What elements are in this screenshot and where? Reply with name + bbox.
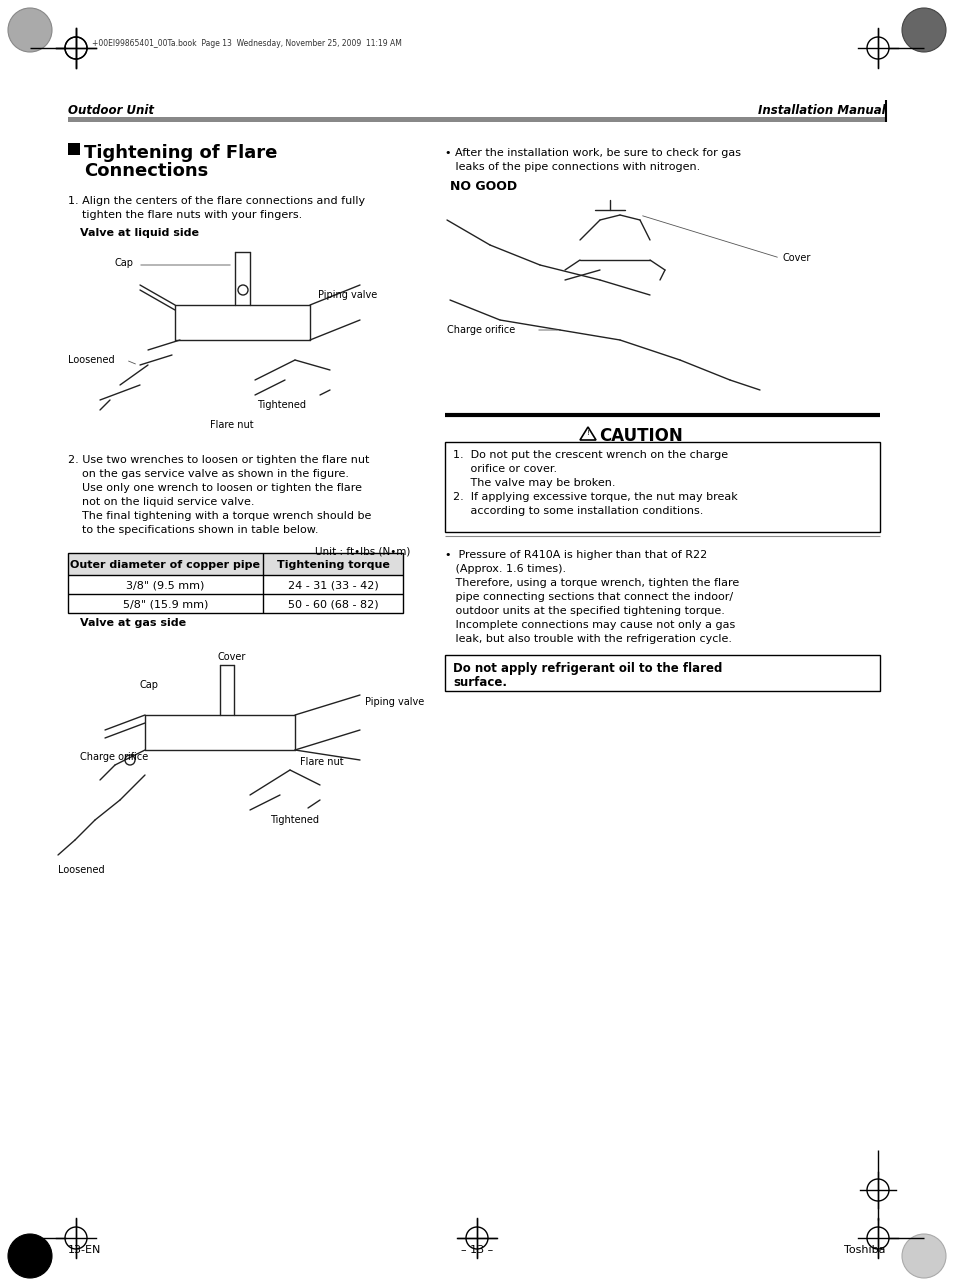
Bar [68, 553, 402, 613]
Text: • After the installation work, be sure to check for gas: • After the installation work, be sure t… [444, 148, 740, 158]
Text: leaks of the pipe connections with nitrogen.: leaks of the pipe connections with nitro… [444, 162, 700, 172]
Text: Piping valve: Piping valve [317, 291, 376, 300]
Text: 1. Align the centers of the flare connections and fully: 1. Align the centers of the flare connec… [68, 195, 365, 206]
Text: Charge orifice: Charge orifice [447, 325, 515, 334]
Text: 13-EN: 13-EN [68, 1245, 101, 1255]
Text: •  Pressure of R410A is higher than that of R22: • Pressure of R410A is higher than that … [444, 550, 706, 559]
Text: Outdoor Unit: Outdoor Unit [68, 103, 153, 117]
Text: Tightened: Tightened [256, 400, 306, 410]
Text: Toshiba: Toshiba [843, 1245, 885, 1255]
Text: Cover: Cover [782, 253, 810, 264]
Bar [444, 442, 879, 532]
Text: on the gas service valve as shown in the figure.: on the gas service valve as shown in the… [68, 469, 349, 478]
Bar [68, 553, 402, 575]
Bar [68, 117, 885, 122]
Text: orifice or cover.: orifice or cover. [453, 464, 557, 475]
Text: The final tightening with a torque wrench should be: The final tightening with a torque wrenc… [68, 511, 371, 521]
Text: Flare nut: Flare nut [299, 757, 343, 766]
Text: Therefore, using a torque wrench, tighten the flare: Therefore, using a torque wrench, tighte… [444, 577, 739, 588]
Circle shape [8, 8, 52, 51]
Text: NO GOOD: NO GOOD [450, 180, 517, 193]
Text: Cap: Cap [140, 680, 159, 691]
Text: 24 - 31 (33 - 42): 24 - 31 (33 - 42) [287, 580, 378, 590]
Text: 2.  If applying excessive torque, the nut may break: 2. If applying excessive torque, the nut… [453, 493, 737, 502]
Text: Tightened: Tightened [270, 815, 318, 826]
Text: Connections: Connections [84, 162, 208, 180]
Text: Installation Manual: Installation Manual [758, 103, 885, 117]
Circle shape [901, 1235, 945, 1278]
Text: – 13 –: – 13 – [460, 1245, 493, 1255]
Text: Loosened: Loosened [58, 865, 105, 874]
Text: The valve may be broken.: The valve may be broken. [453, 478, 615, 487]
Text: leak, but also trouble with the refrigeration cycle.: leak, but also trouble with the refriger… [444, 634, 731, 644]
Text: according to some installation conditions.: according to some installation condition… [453, 505, 702, 516]
Text: !: ! [586, 430, 589, 436]
Text: Cover: Cover [217, 652, 246, 662]
Text: Valve at gas side: Valve at gas side [80, 619, 186, 628]
Text: CAUTION: CAUTION [598, 427, 682, 445]
Text: Outer diameter of copper pipe: Outer diameter of copper pipe [71, 559, 260, 570]
Text: Piping valve: Piping valve [365, 697, 424, 707]
Text: 2. Use two wrenches to loosen or tighten the flare nut: 2. Use two wrenches to loosen or tighten… [68, 455, 369, 466]
Text: outdoor units at the specified tightening torque.: outdoor units at the specified tightenin… [444, 606, 724, 616]
Text: not on the liquid service valve.: not on the liquid service valve. [68, 496, 254, 507]
Text: Charge orifice: Charge orifice [80, 752, 148, 763]
Text: Do not apply refrigerant oil to the flared: Do not apply refrigerant oil to the flar… [453, 662, 721, 675]
Text: pipe connecting sections that connect the indoor/: pipe connecting sections that connect th… [444, 592, 732, 602]
Text: Tightening of Flare: Tightening of Flare [84, 144, 277, 162]
Circle shape [901, 8, 945, 51]
Text: +00EI99865401_00Ta.book  Page 13  Wednesday, November 25, 2009  11:19 AM: +00EI99865401_00Ta.book Page 13 Wednesda… [91, 40, 401, 49]
Text: 50 - 60 (68 - 82): 50 - 60 (68 - 82) [288, 599, 378, 610]
Text: 3/8" (9.5 mm): 3/8" (9.5 mm) [126, 580, 205, 590]
Text: tighten the flare nuts with your fingers.: tighten the flare nuts with your fingers… [68, 210, 302, 220]
Bar [68, 143, 80, 156]
Bar [444, 655, 879, 691]
Text: Valve at liquid side: Valve at liquid side [80, 228, 199, 238]
Text: 5/8" (15.9 mm): 5/8" (15.9 mm) [123, 599, 208, 610]
Text: Incomplete connections may cause not only a gas: Incomplete connections may cause not onl… [444, 620, 735, 630]
Text: 1.  Do not put the crescent wrench on the charge: 1. Do not put the crescent wrench on the… [453, 450, 727, 460]
Text: to the specifications shown in table below.: to the specifications shown in table bel… [68, 525, 318, 535]
Text: Use only one wrench to loosen or tighten the flare: Use only one wrench to loosen or tighten… [68, 484, 361, 493]
Text: Cap: Cap [115, 258, 133, 267]
Text: Loosened: Loosened [68, 355, 114, 365]
Text: (Approx. 1.6 times).: (Approx. 1.6 times). [444, 565, 565, 574]
Text: Flare nut: Flare nut [210, 421, 253, 430]
Text: surface.: surface. [453, 676, 506, 689]
Text: Tightening torque: Tightening torque [276, 559, 389, 570]
Circle shape [8, 1235, 52, 1278]
Text: Unit : ft•lbs (N•m): Unit : ft•lbs (N•m) [314, 547, 410, 557]
